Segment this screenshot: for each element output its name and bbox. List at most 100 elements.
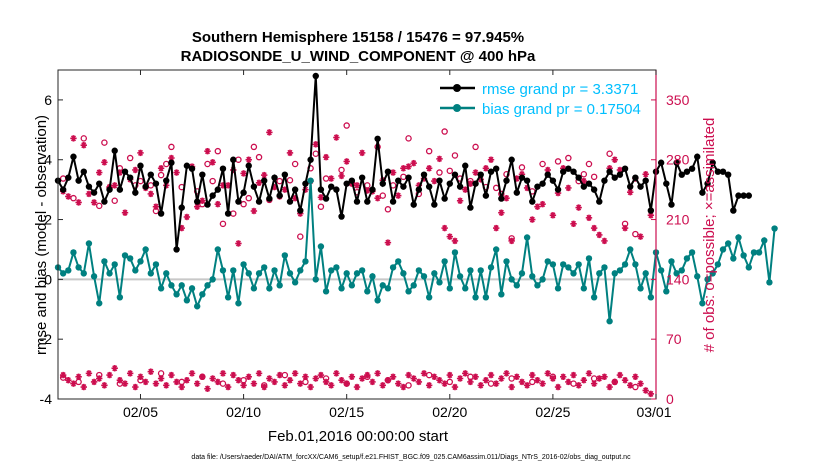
obs_possible-point-70 (585, 160, 593, 168)
rmse-point-90 (518, 174, 526, 181)
obs_bottom_assimilated-point-97 (560, 373, 567, 380)
bias-point-135 (750, 249, 758, 256)
obs_possible-point-69 (580, 171, 588, 178)
rmse-point-56 (343, 180, 350, 187)
obs_assimilated-point-7 (96, 169, 103, 176)
bias-point-78 (456, 273, 464, 280)
bias-point-26 (188, 285, 196, 292)
rmse-point-4 (75, 177, 82, 184)
rmse-point-67 (400, 183, 407, 190)
bias-point-107 (606, 318, 613, 325)
obs_bottom_assimilated-point-63 (384, 377, 392, 384)
obs_possible-point-47 (400, 173, 407, 181)
bias-point-25 (183, 297, 191, 304)
obs_assimilated-point-29 (209, 159, 216, 166)
rmse-point-73 (431, 201, 438, 208)
rmse-point-99 (565, 165, 572, 172)
obs_assimilated-point-107 (611, 156, 618, 163)
bias-point-117 (657, 267, 665, 274)
obs_possible-point-32 (291, 160, 299, 168)
bias-point-129 (719, 246, 727, 253)
rmse-point-78 (456, 183, 464, 190)
rmse-point-23 (173, 246, 180, 253)
obs_bottom_assimilated-point-62 (379, 382, 386, 389)
obs_possible-point-1 (70, 194, 77, 202)
obs_bottom_assimilated-point-43 (281, 382, 289, 389)
obs_bottom_possible-point-8 (219, 380, 227, 387)
obs_possible-point-22 (219, 220, 227, 228)
rmse-point-27 (193, 198, 201, 205)
obs_assimilated-point-103 (590, 224, 598, 232)
legend: rmse grand pr = 3.3371 bias grand pr = 0… (440, 81, 641, 118)
obs_possible-point-11 (147, 182, 155, 189)
rmse-point-21 (163, 177, 170, 184)
obs_bottom_assimilated-point-46 (297, 380, 304, 387)
obs_bottom_assimilated-point-110 (627, 382, 634, 389)
rmse-point-123 (688, 165, 696, 172)
x-tick-label-2: 02/15 (329, 404, 364, 420)
bias-point-86 (498, 291, 505, 298)
obs_bottom_assimilated-point-64 (389, 373, 397, 380)
rmse-point-3 (70, 153, 77, 160)
obs_bottom_possible-point-11 (281, 371, 289, 379)
bias-point-88 (508, 276, 515, 283)
rmse-point-11 (111, 147, 118, 154)
rmse-point-106 (601, 177, 608, 184)
bias-point-37 (245, 270, 252, 277)
obs_possible-point-39 (343, 122, 350, 129)
obs_bottom_possible-point-22 (508, 375, 515, 382)
obs_bottom_assimilated-point-42 (276, 371, 283, 379)
bias-point-100 (570, 270, 577, 277)
obs_bottom_assimilated-point-3 (75, 373, 82, 380)
obs_bottom_possible-point-19 (446, 378, 454, 386)
obs_bottom_assimilated-point-18 (152, 380, 160, 387)
obs_possible-point-15 (168, 143, 175, 151)
obs_bottom_assimilated-point-45 (291, 370, 299, 377)
rmse-point-124 (694, 153, 701, 160)
bias-point-131 (730, 255, 737, 262)
obs_assimilated-point-8 (101, 159, 108, 166)
bias-point-38 (250, 285, 258, 292)
rmse-point-71 (420, 171, 428, 178)
obs_bottom_assimilated-point-12 (121, 380, 129, 387)
bias-point-1 (59, 270, 67, 277)
obs_assimilated-point-30 (214, 200, 222, 208)
bias-point-8 (96, 300, 103, 307)
bias-point-77 (451, 249, 459, 256)
rmse-point-102 (580, 183, 588, 190)
bias-point-53 (328, 267, 335, 274)
bias-point-128 (714, 261, 722, 268)
bias-point-11 (111, 261, 118, 268)
obs_possible-point-63 (518, 164, 526, 171)
obs_bottom_assimilated-point-77 (456, 375, 464, 382)
bias-point-62 (374, 297, 381, 304)
obs_bottom_assimilated-point-57 (353, 383, 361, 391)
obs_possible-point-54 (451, 152, 459, 159)
rmse-point-126 (704, 180, 711, 187)
x-tick-label-4: 02/25 (535, 404, 570, 420)
obs_bottom_assimilated-point-15 (137, 373, 144, 380)
chart-subtitle: RADIOSONDE_U_WIND_COMPONENT @ 400 hPa (181, 48, 536, 65)
obs_possible-point-66 (554, 158, 562, 165)
obs_bottom_assimilated-point-8 (101, 382, 108, 389)
bias-point-71 (420, 273, 428, 280)
bias-point-36 (240, 261, 247, 268)
rmse-point-24 (178, 204, 185, 211)
bias-point-81 (472, 294, 479, 301)
obs_bottom_assimilated-point-88 (513, 373, 521, 380)
rmse-point-118 (663, 180, 670, 187)
rmse-point-85 (492, 165, 500, 172)
obs_possible-point-33 (297, 233, 304, 240)
rmse-point-112 (632, 174, 639, 181)
obs_bottom_assimilated-point-10 (111, 365, 118, 372)
x-tick-label-1: 02/10 (226, 404, 261, 420)
bias-point-93 (534, 282, 541, 289)
y-right-tick-label-0: 0 (666, 391, 674, 407)
y-left-tick-label-5: 6 (44, 92, 52, 108)
bias-point-12 (116, 294, 124, 301)
obs_bottom_assimilated-point-51 (322, 378, 330, 386)
bias-point-10 (106, 270, 113, 277)
obs_assimilated-point-77 (456, 197, 464, 204)
bias-point-13 (121, 252, 129, 259)
obs_bottom_assimilated-point-2 (70, 380, 77, 387)
